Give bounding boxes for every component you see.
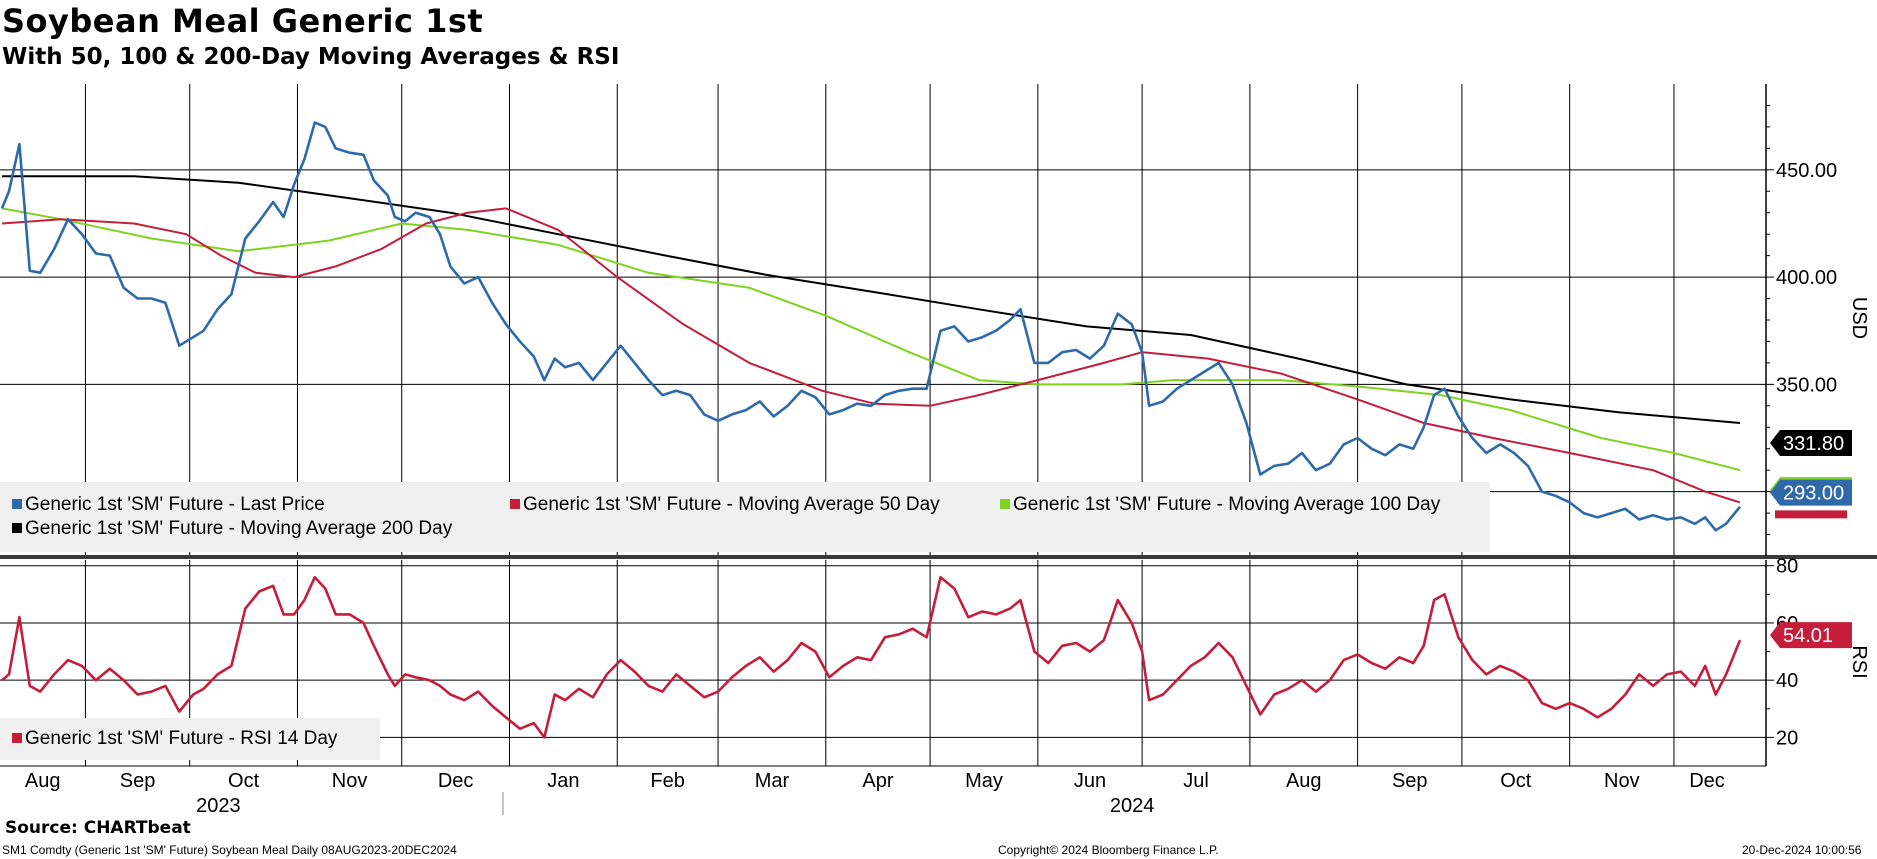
end-label-last-price: 293.00 [1783, 483, 1844, 505]
series-line-last_price [0, 121, 1742, 532]
end-label-ma200-bg [1770, 429, 1852, 456]
axis-layer: 350.00400.00450.0020406080USDRSIAugSepOc… [0, 84, 1877, 817]
chart-subtitle: With 50, 100 & 200-Day Moving Averages &… [2, 44, 620, 70]
legend-label-rsi: Generic 1st 'SM' Future - RSI 14 Day [25, 728, 338, 749]
x-tick-label-month: Dec [438, 770, 474, 792]
footer-ticker-info: SM1 Comdty (Generic 1st 'SM' Future) Soy… [2, 843, 457, 857]
y-axis-title-main: USD [1848, 297, 1870, 339]
legend-swatch-ma100 [1000, 499, 1010, 509]
x-tick-label-month: Nov [1604, 770, 1640, 792]
end-label-rsi: 54.01 [1783, 625, 1833, 647]
grid-layer [0, 84, 1766, 766]
legend-label-ma200: Generic 1st 'SM' Future - Moving Average… [25, 518, 453, 539]
y-tick-label-main: 350.00 [1776, 374, 1837, 396]
x-tick-label-month: Aug [25, 770, 61, 792]
x-tick-label-month: Dec [1689, 770, 1725, 792]
x-tick-label-month: Jan [547, 770, 579, 792]
footer-copyright: Copyright© 2024 Bloomberg Finance L.P. [998, 843, 1219, 857]
x-tick-label-month: Oct [1500, 770, 1532, 792]
chart-title: Soybean Meal Generic 1st [2, 2, 484, 40]
legend-item-ma200: Generic 1st 'SM' Future - Moving Average… [12, 518, 452, 540]
series-line-ma200 [2, 175, 1741, 424]
end-label-last-price-bg [1770, 479, 1852, 506]
legend-swatch-rsi [12, 733, 22, 743]
main-legend: Generic 1st 'SM' Future - Last Price Gen… [0, 482, 1490, 552]
legend-item-rsi: Generic 1st 'SM' Future - RSI 14 Day [12, 728, 337, 750]
x-tick-label-month: Oct [228, 770, 260, 792]
x-tick-label-month: Nov [332, 770, 368, 792]
legend-label-ma100: Generic 1st 'SM' Future - Moving Average… [1013, 494, 1441, 515]
series-line-ma100 [1, 207, 1741, 472]
end-label-ma200: 331.80 [1783, 433, 1844, 455]
x-tick-label-month: May [965, 770, 1003, 792]
end-label-rsi-bg [1770, 622, 1852, 649]
legend-item-ma100: Generic 1st 'SM' Future - Moving Average… [1000, 494, 1440, 516]
y-tick-label-rsi: 40 [1776, 670, 1798, 692]
series-layer [0, 121, 1742, 739]
legend-label-ma50: Generic 1st 'SM' Future - Moving Average… [523, 494, 940, 515]
footer-timestamp: 20-Dec-2024 10:00:56 [1742, 843, 1862, 857]
end-marker-ma50 [1775, 510, 1847, 519]
y-tick-label-main: 450.00 [1776, 160, 1837, 182]
legend-swatch-ma200 [12, 523, 22, 533]
x-tick-label-month: Sep [120, 770, 156, 792]
series-line-ma50 [1, 207, 1741, 504]
legend-swatch-ma50 [510, 499, 520, 509]
source-label: Source: CHARTbeat [5, 818, 191, 838]
y-tick-label-rsi: 20 [1776, 727, 1798, 749]
x-tick-label-month: Mar [755, 770, 790, 792]
x-year-label: 2024 [1110, 795, 1155, 817]
legend-item-last-price: Generic 1st 'SM' Future - Last Price [12, 494, 325, 516]
legend-label-last-price: Generic 1st 'SM' Future - Last Price [25, 494, 325, 515]
x-tick-label-month: Apr [862, 770, 893, 792]
x-tick-label-month: Jun [1074, 770, 1106, 792]
legend-swatch-last-price [12, 499, 22, 509]
x-year-label: 2023 [196, 795, 241, 817]
x-tick-label-month: Sep [1392, 770, 1428, 792]
y-tick-label-rsi: 80 [1776, 556, 1798, 578]
x-tick-label-month: Feb [650, 770, 684, 792]
x-tick-label-month: Aug [1286, 770, 1322, 792]
y-axis-title-rsi: RSI [1848, 645, 1870, 678]
y-tick-label-main: 400.00 [1776, 267, 1837, 289]
legend-item-ma50: Generic 1st 'SM' Future - Moving Average… [510, 494, 940, 516]
rsi-legend: Generic 1st 'SM' Future - RSI 14 Day [0, 718, 380, 760]
x-tick-label-month: Jul [1183, 770, 1209, 792]
series-line-rsi [1, 575, 1742, 739]
